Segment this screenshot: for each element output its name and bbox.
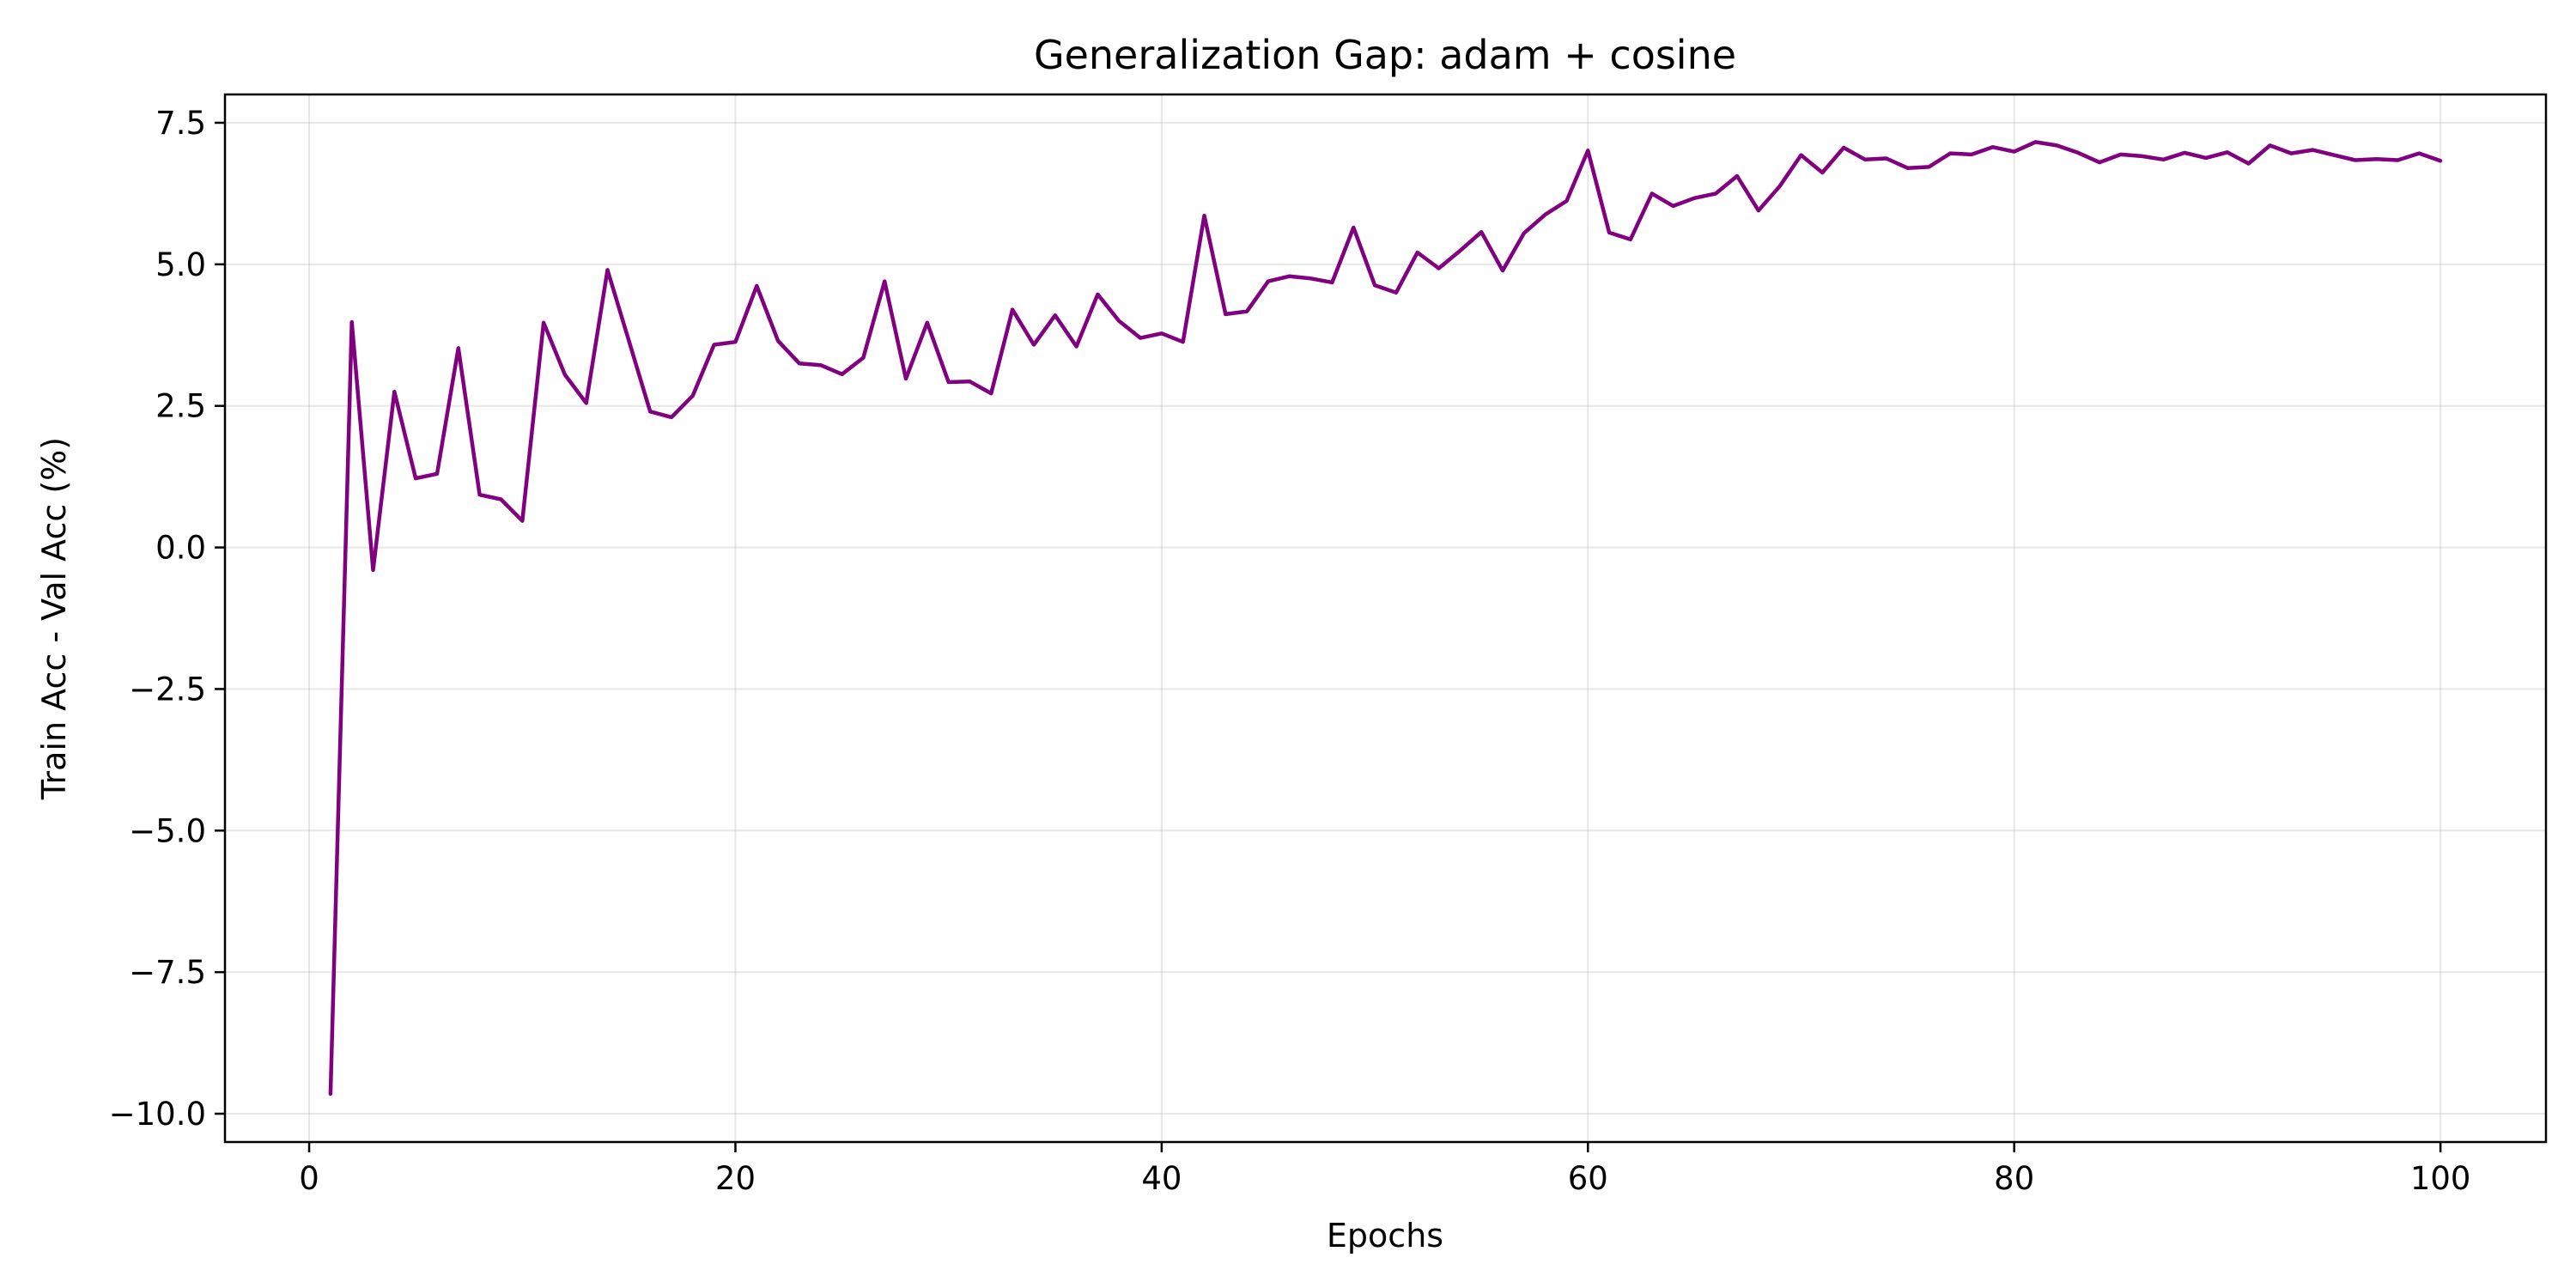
line-layer bbox=[328, 140, 2443, 1097]
y-tick-label: −2.5 bbox=[129, 671, 206, 708]
y-tick-label: 7.5 bbox=[155, 105, 206, 142]
plot-frame bbox=[223, 93, 2548, 1144]
x-tick-label: 40 bbox=[1141, 1160, 1182, 1197]
y-axis-label: Train Acc - Val Acc (%) bbox=[35, 437, 73, 800]
y-tick-label: 5.0 bbox=[155, 246, 206, 283]
y-tick-label: 2.5 bbox=[155, 388, 206, 425]
y-tick-label: −7.5 bbox=[129, 954, 206, 991]
x-tick-label: 20 bbox=[715, 1160, 756, 1197]
y-tick-label: −10.0 bbox=[109, 1096, 206, 1133]
x-tick-label: 80 bbox=[1994, 1160, 2034, 1197]
grid-layer bbox=[225, 94, 2546, 1142]
y-tick-label: 0.0 bbox=[155, 530, 206, 567]
tick-layer: 0 20 40 60 80 100 −10.0 −7.5 −5.0 −2.5 0.0 2.5 5.0 7.… bbox=[109, 105, 2471, 1197]
y-tick-label: −5.0 bbox=[129, 812, 206, 849]
x-tick-label: 0 bbox=[299, 1160, 319, 1197]
x-axis-label: Epochs bbox=[1327, 1217, 1443, 1255]
x-tick-label: 60 bbox=[1568, 1160, 1608, 1197]
x-tick-label: 100 bbox=[2410, 1160, 2471, 1197]
series-line bbox=[328, 140, 2443, 1097]
chart-title: Generalization Gap: adam + cosine bbox=[1034, 32, 1736, 78]
